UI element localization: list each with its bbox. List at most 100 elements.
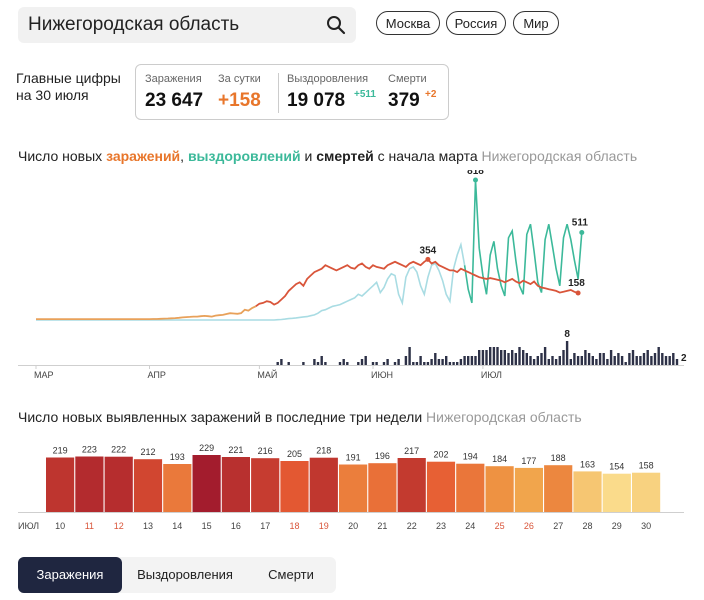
deaths-bar <box>404 356 408 365</box>
deaths-bar <box>492 347 496 365</box>
bar-category-label: 14 <box>172 521 182 531</box>
deaths-bar <box>375 362 378 365</box>
deaths-bar <box>397 359 400 365</box>
deaths-bar <box>393 362 397 365</box>
deaths-bar <box>587 353 591 365</box>
annotation-label: 818 <box>467 170 484 177</box>
bar-category-label: 10 <box>55 521 65 531</box>
deaths-bar <box>415 362 419 365</box>
bar-value-label: 218 <box>316 446 331 456</box>
search-input[interactable]: Нижегородская область <box>28 14 240 35</box>
bar-value-label: 163 <box>580 459 595 469</box>
region-button-world[interactable]: Мир <box>513 11 559 35</box>
deaths-bar <box>357 362 360 365</box>
region-button-moscow[interactable]: Москва <box>376 11 440 35</box>
deaths-bar <box>445 356 448 365</box>
deaths-bar <box>635 356 638 365</box>
deaths-delta: +2 <box>425 89 437 100</box>
region-button-russia[interactable]: Россия <box>446 11 506 35</box>
bar <box>397 458 426 512</box>
deaths-bar <box>324 362 327 365</box>
bar-value-label: 221 <box>228 445 243 455</box>
bar <box>280 461 309 512</box>
bar-value-label: 217 <box>404 446 419 456</box>
deaths-bar <box>338 362 342 365</box>
deaths-bar <box>620 356 624 365</box>
deaths-bar <box>672 353 675 365</box>
bar-value-label: 184 <box>492 454 507 464</box>
bar-value-label: 216 <box>258 446 273 456</box>
annotation-dot <box>425 256 431 262</box>
bar <box>46 457 75 512</box>
deaths-bar <box>470 356 474 365</box>
tab-deaths[interactable]: Смерти <box>268 567 314 582</box>
bar <box>426 461 456 512</box>
deaths-bar <box>342 359 345 365</box>
bar-value-label: 154 <box>609 462 624 472</box>
tab-infections[interactable]: Заражения <box>18 557 122 593</box>
bar-value-label: 191 <box>346 453 361 463</box>
deaths-bar <box>280 359 283 365</box>
bar-category-label: 17 <box>260 521 270 531</box>
deaths-bar <box>576 356 580 365</box>
bar <box>75 456 104 512</box>
deaths-bar <box>573 353 576 365</box>
bar-category-label: 27 <box>553 521 563 531</box>
bar <box>514 467 543 512</box>
infections-line <box>255 258 579 308</box>
bar <box>163 464 192 512</box>
deaths-value: 379 <box>388 90 420 111</box>
deaths-bar <box>456 362 459 365</box>
bar <box>221 457 250 512</box>
bar <box>192 455 221 512</box>
deaths-bar <box>364 356 367 365</box>
annotation-label: 2 <box>681 353 687 364</box>
bar <box>632 472 661 512</box>
bar <box>251 458 280 512</box>
deaths-bar <box>598 353 602 365</box>
deaths-bar <box>371 362 375 365</box>
deaths-bar <box>653 353 657 365</box>
bar-value-label: 219 <box>53 446 68 456</box>
x-tick-label: МАЙ <box>257 369 277 380</box>
deaths-bar <box>419 356 422 365</box>
deaths-bar <box>532 359 536 365</box>
deaths-bar <box>360 359 364 365</box>
recoveries-line-recent <box>463 179 583 304</box>
deaths-bar <box>628 353 631 365</box>
bar-value-label: 158 <box>639 461 654 471</box>
deaths-bar <box>514 353 517 365</box>
deaths-bar <box>320 356 323 365</box>
deaths-bar <box>503 350 506 365</box>
deaths-bar <box>408 347 411 365</box>
line-title-infections: заражений <box>106 148 181 164</box>
bar-category-label: 11 <box>85 521 94 531</box>
deaths-bar <box>382 362 386 365</box>
tab-recoveries[interactable]: Выздоровления <box>137 567 233 582</box>
bar-chart-title: Число новых выявленных заражений в после… <box>18 409 582 425</box>
line-chart: 818 354 511 158 8 2 МАР АПР МАЙ ИЮН ИЮЛ <box>18 170 687 380</box>
deaths-bar <box>591 356 594 365</box>
bar-value-label: 212 <box>140 447 155 457</box>
deaths-bar <box>302 362 305 365</box>
deaths-bar <box>474 356 477 365</box>
bar-category-label: 15 <box>202 521 212 531</box>
deaths-bar <box>613 356 616 365</box>
deaths-bar <box>661 353 664 365</box>
deaths-bar <box>463 356 466 365</box>
deaths-bar <box>430 359 433 365</box>
deaths-bar <box>565 341 569 365</box>
bar <box>544 465 573 512</box>
search-icon[interactable] <box>326 15 346 35</box>
annotation-label: 354 <box>420 245 437 256</box>
bar-value-label: 188 <box>551 453 566 463</box>
search-bar[interactable]: Нижегородская область <box>18 7 356 43</box>
deaths-bar <box>642 353 646 365</box>
bar-value-label: 229 <box>199 443 214 453</box>
bar-chart: ИЮЛ 219 10 223 11 222 12 212 13 193 14 229 15 221 16 21… <box>18 443 684 531</box>
deaths-bar <box>617 353 620 365</box>
annotation-dot <box>579 230 585 235</box>
x-tick-label: АПР <box>148 370 166 380</box>
bar-value-label: 223 <box>82 445 97 455</box>
deaths-bar <box>584 350 587 365</box>
